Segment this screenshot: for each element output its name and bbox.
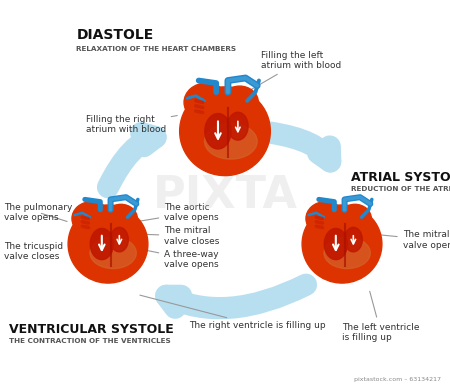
Text: The mitral
valve opens: The mitral valve opens bbox=[374, 230, 450, 250]
Text: PIXTA: PIXTA bbox=[153, 174, 297, 216]
Ellipse shape bbox=[205, 113, 231, 149]
Text: pixtastock.com – 63134217: pixtastock.com – 63134217 bbox=[354, 377, 441, 382]
Text: REDUCTION OF THE ATRIAL: REDUCTION OF THE ATRIAL bbox=[351, 186, 450, 192]
Text: THE CONTRACTION OF THE VENTRICLES: THE CONTRACTION OF THE VENTRICLES bbox=[9, 338, 171, 344]
Text: The pulmonary
valve opens: The pulmonary valve opens bbox=[4, 203, 73, 222]
Text: The aortic
valve opens: The aortic valve opens bbox=[135, 203, 219, 222]
Text: The right ventricle is filling up: The right ventricle is filling up bbox=[140, 295, 326, 330]
Circle shape bbox=[338, 204, 371, 233]
Ellipse shape bbox=[344, 227, 362, 252]
Circle shape bbox=[72, 202, 111, 236]
Ellipse shape bbox=[302, 205, 382, 283]
Circle shape bbox=[306, 202, 345, 236]
Ellipse shape bbox=[204, 124, 257, 159]
Text: ATRIAL SYSTOLE: ATRIAL SYSTOLE bbox=[351, 171, 450, 184]
Text: RELAXATION OF THE HEART CHAMBERS: RELAXATION OF THE HEART CHAMBERS bbox=[76, 46, 237, 52]
Ellipse shape bbox=[324, 238, 370, 269]
Ellipse shape bbox=[110, 227, 128, 252]
Ellipse shape bbox=[68, 205, 148, 283]
Ellipse shape bbox=[324, 229, 347, 260]
Text: DIASTOLE: DIASTOLE bbox=[76, 28, 154, 42]
Ellipse shape bbox=[180, 87, 270, 176]
Circle shape bbox=[104, 204, 137, 233]
Circle shape bbox=[221, 86, 258, 119]
Text: The mitral
valve closes: The mitral valve closes bbox=[135, 226, 220, 246]
Text: Filling the right
atrium with blood: Filling the right atrium with blood bbox=[86, 115, 177, 135]
Text: The tricuspid
valve closes: The tricuspid valve closes bbox=[4, 242, 70, 261]
Circle shape bbox=[184, 83, 229, 122]
Text: The left ventricle
is filling up: The left ventricle is filling up bbox=[342, 291, 419, 342]
Text: Filling the left
atrium with blood: Filling the left atrium with blood bbox=[243, 51, 341, 94]
Ellipse shape bbox=[228, 112, 248, 140]
Text: VENTRICULAR SYSTOLE: VENTRICULAR SYSTOLE bbox=[9, 323, 174, 336]
Ellipse shape bbox=[90, 238, 136, 269]
Ellipse shape bbox=[90, 229, 113, 260]
Text: A three-way
valve opens: A three-way valve opens bbox=[135, 248, 219, 269]
